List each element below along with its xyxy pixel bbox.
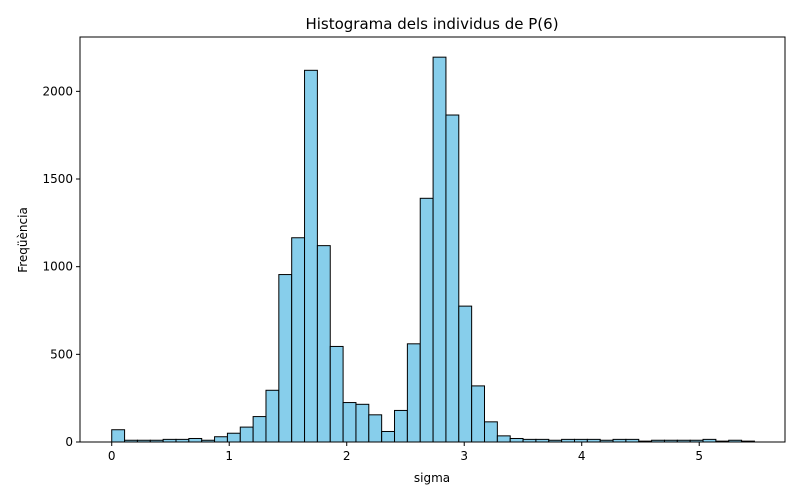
histogram-bar xyxy=(509,437,524,443)
histogram-bar xyxy=(265,389,280,443)
histogram-bar xyxy=(291,237,306,443)
y-tick-label: 500 xyxy=(50,347,73,361)
x-tick-label: 2 xyxy=(343,449,351,463)
y-tick-label: 1500 xyxy=(42,172,73,186)
histogram-bar xyxy=(188,437,203,443)
histogram-bar xyxy=(406,343,421,443)
histogram-bar xyxy=(214,436,228,443)
plot-frame xyxy=(79,36,786,443)
histogram-bar xyxy=(355,403,370,443)
x-tick-label: 0 xyxy=(108,449,116,463)
histogram-bar xyxy=(419,197,434,443)
histogram-bar xyxy=(342,402,357,443)
y-tick-label: 0 xyxy=(65,435,73,449)
histogram-bar xyxy=(304,69,318,443)
y-axis-label: Freqüència xyxy=(16,207,30,273)
histogram-bar xyxy=(432,56,447,443)
histogram-bar xyxy=(316,245,331,443)
histogram-bar xyxy=(445,114,460,443)
chart-title: Histograma dels individus de P(6) xyxy=(305,15,558,33)
x-tick-label: 5 xyxy=(695,449,703,463)
x-tick-label: 3 xyxy=(460,449,468,463)
histogram-bar xyxy=(368,414,383,443)
ticks-group: 0 1 2 3 4 5 0 500 1000 1500 2000 xyxy=(42,84,703,463)
histogram-bar xyxy=(458,305,473,443)
x-tick-label: 1 xyxy=(225,449,233,463)
histogram-bar xyxy=(252,416,267,443)
histogram-bar xyxy=(111,429,126,443)
histogram-bar xyxy=(226,432,241,443)
histogram-bar xyxy=(329,345,344,443)
histogram-bar xyxy=(381,430,396,443)
histogram-bar xyxy=(471,385,485,443)
x-axis-label: sigma xyxy=(414,471,450,485)
histogram-bar xyxy=(484,421,498,443)
histogram-bar xyxy=(394,409,408,443)
y-tick-label: 1000 xyxy=(42,260,73,274)
bars-group xyxy=(111,56,755,443)
x-tick-label: 4 xyxy=(578,449,586,463)
histogram-bar xyxy=(239,426,254,443)
histogram-bar xyxy=(278,274,293,443)
y-tick-label: 2000 xyxy=(42,84,73,98)
histogram-bar xyxy=(496,435,511,443)
